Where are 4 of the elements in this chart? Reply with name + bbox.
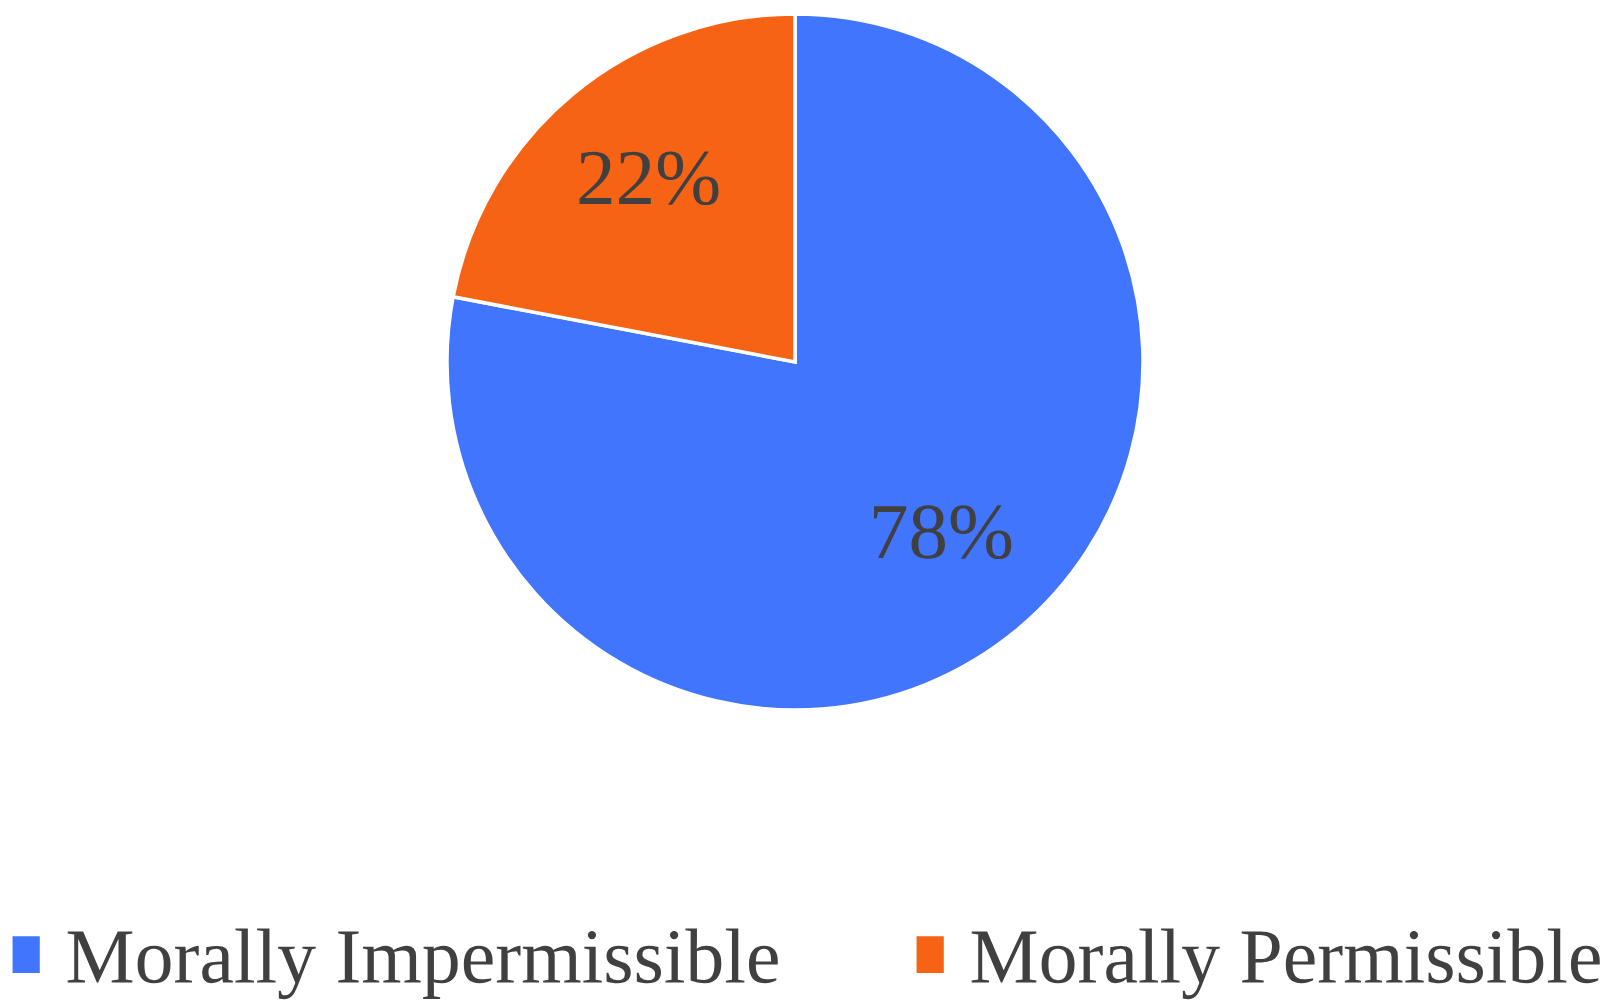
legend-label: Morally Permissible <box>971 928 1600 1000</box>
data-label: 78% <box>874 505 1012 560</box>
legend-label: Morally Impermissible <box>67 928 778 1000</box>
data-label: 22% <box>579 151 719 206</box>
